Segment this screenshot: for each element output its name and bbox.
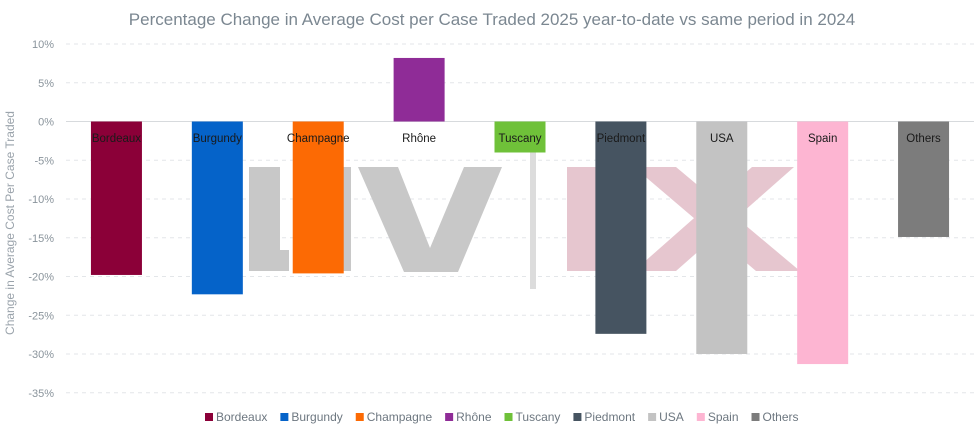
y-tick-label: 0% (38, 117, 54, 129)
legend-item: Spain (708, 410, 739, 424)
category-label: Others (906, 133, 941, 145)
bar-tuscany (494, 121, 546, 153)
legend-item: Burgundy (291, 410, 342, 424)
category-label: Champagne (287, 133, 350, 145)
y-axis-ticks: 10% 5% 0% -5% -10% -15% -20% -25% -30% -35% (28, 39, 54, 400)
legend-item: Piedmont (584, 410, 635, 424)
legend-item: USA (659, 410, 684, 424)
category-label: USA (710, 133, 734, 145)
category-label: Tuscany (498, 133, 541, 145)
bar-burgundy (191, 121, 243, 295)
category-label: Spain (808, 133, 837, 145)
legend-swatch (696, 413, 705, 421)
category-label: Bordeaux (92, 133, 141, 145)
bar-series (90, 57, 950, 365)
legend-swatch (205, 413, 213, 421)
category-label: Piedmont (597, 133, 646, 145)
legend-swatch (573, 413, 582, 421)
legend-item: Champagne (367, 410, 433, 424)
y-tick-label: 5% (38, 78, 54, 90)
bar-spain (797, 121, 849, 365)
legend-swatch (648, 413, 657, 421)
legend-item: Others (763, 410, 799, 424)
bar-champagne (292, 121, 344, 274)
legend-swatch (280, 413, 289, 421)
category-label: Rhône (402, 133, 436, 145)
category-labels: Bordeaux Burgundy Champagne Rhône Tuscany Pie… (92, 133, 941, 145)
bar-bordeaux (90, 121, 142, 275)
legend-item: Tuscany (516, 410, 561, 424)
y-tick-label: -5% (34, 155, 54, 167)
y-tick-label: -15% (28, 233, 54, 245)
bar-others (898, 121, 950, 237)
y-tick-label: -10% (28, 194, 54, 206)
y-tick-label: -30% (28, 349, 54, 361)
bar-rh-ne (393, 57, 445, 122)
legend: Bordeaux Burgundy Champagne Rhône Tuscany Pie… (205, 410, 799, 424)
legend-item: Rhône (456, 410, 492, 424)
legend-swatch (751, 413, 760, 421)
y-tick-label: -35% (28, 388, 54, 400)
bar-piedmont (595, 121, 647, 334)
y-tick-label: 10% (32, 39, 54, 51)
chart-title: Percentage Change in Average Cost per Ca… (129, 10, 855, 29)
legend-item: Bordeaux (216, 410, 267, 424)
legend-swatch (445, 413, 454, 421)
bar-usa (696, 121, 748, 354)
y-tick-label: -20% (28, 272, 54, 284)
legend-swatch (355, 413, 364, 421)
y-axis-label: Change in Average Cost Per Case Traded (3, 111, 17, 335)
legend-swatch (504, 413, 513, 421)
y-tick-label: -25% (28, 310, 54, 322)
category-label: Burgundy (193, 133, 242, 145)
